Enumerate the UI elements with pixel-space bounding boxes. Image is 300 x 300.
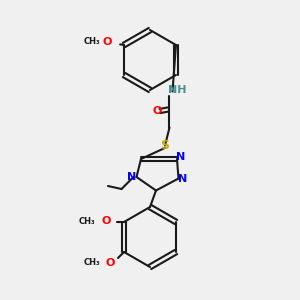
Text: CH₃: CH₃ bbox=[83, 258, 100, 267]
Text: O: O bbox=[152, 106, 162, 116]
Text: N: N bbox=[128, 172, 136, 182]
Text: O: O bbox=[101, 216, 111, 226]
Text: N: N bbox=[176, 152, 185, 163]
Text: N: N bbox=[178, 173, 188, 184]
Text: S: S bbox=[160, 139, 169, 152]
Text: CH₃: CH₃ bbox=[83, 38, 100, 46]
Text: O: O bbox=[103, 37, 112, 47]
Text: O: O bbox=[106, 257, 115, 268]
Text: NH: NH bbox=[168, 85, 186, 95]
Text: CH₃: CH₃ bbox=[79, 217, 95, 226]
